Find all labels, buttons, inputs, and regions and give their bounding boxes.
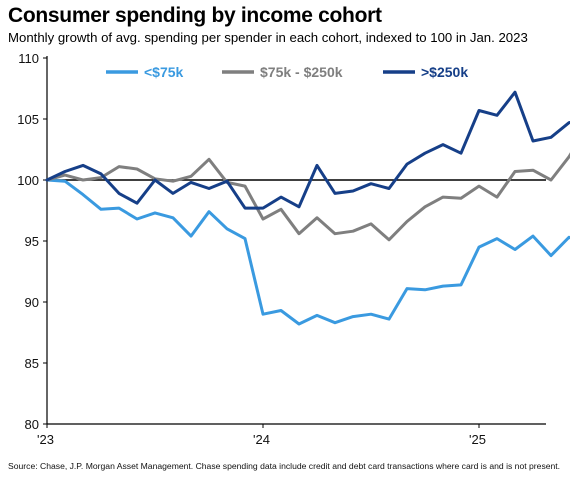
y-tick-label: 90 xyxy=(25,295,39,310)
y-tick-label: 110 xyxy=(18,51,39,66)
source-note: Source: Chase, J.P. Morgan Asset Managem… xyxy=(8,461,561,471)
y-tick-label: 80 xyxy=(25,417,39,432)
chart-title: Consumer spending by income cohort xyxy=(8,4,382,27)
legend: <$75k $75k - $250k >$250k xyxy=(106,64,468,80)
y-tick-label: 100 xyxy=(17,173,39,188)
y-axis: 80 85 90 95 100 105 110 xyxy=(17,51,48,432)
y-tick-label: 85 xyxy=(25,356,39,371)
legend-item-under-75k: <$75k xyxy=(106,64,184,80)
chart-subtitle: Monthly growth of avg. spending per spen… xyxy=(8,30,528,45)
x-tick-label: '25 xyxy=(469,432,486,447)
series-lines xyxy=(45,90,570,326)
legend-label: <$75k xyxy=(144,64,184,80)
x-tick-label: '24 xyxy=(253,432,270,447)
legend-label: >$250k xyxy=(421,64,468,80)
y-tick-label: 105 xyxy=(17,112,39,127)
legend-label: $75k - $250k xyxy=(260,64,343,80)
series-line-under-75k xyxy=(45,178,570,326)
x-tick-label: '23 xyxy=(37,432,54,447)
series-line-75k-250k xyxy=(45,152,570,242)
legend-item-75k-250k: $75k - $250k xyxy=(222,64,343,80)
legend-item-over-250k: >$250k xyxy=(383,64,468,80)
y-tick-label: 95 xyxy=(25,234,39,249)
series-line-over-250k xyxy=(45,90,570,210)
x-axis: '23 '24 '25 xyxy=(37,423,546,447)
